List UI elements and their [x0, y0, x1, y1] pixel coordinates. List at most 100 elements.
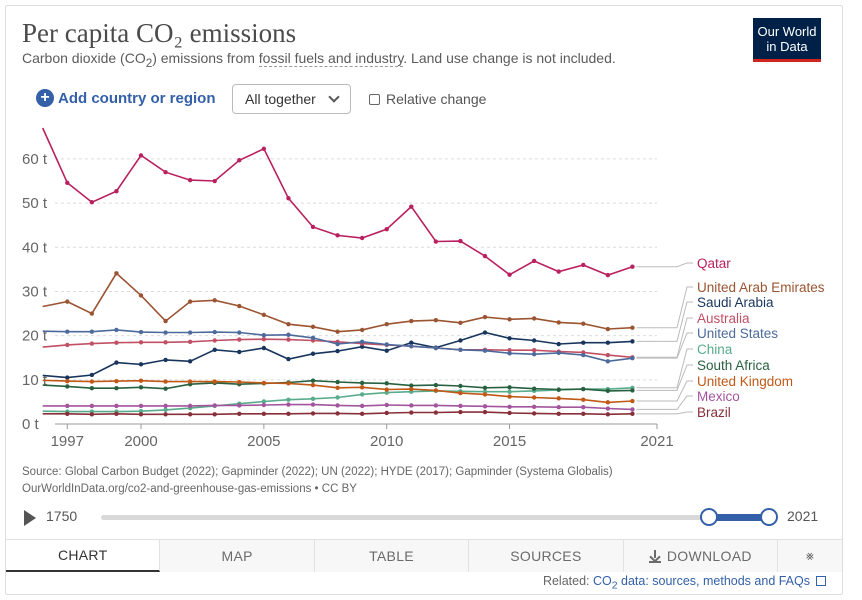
data-point [482, 385, 488, 390]
data-point [630, 407, 635, 412]
owid-logo[interactable]: Our World in Data [753, 18, 821, 62]
data-point [212, 403, 217, 408]
facet-select[interactable]: All together [232, 84, 351, 114]
data-point [310, 351, 316, 356]
source-url[interactable]: OurWorldInData.org/co2-and-greenhouse-ga… [22, 483, 357, 495]
data-point [335, 395, 340, 400]
data-point [114, 271, 119, 276]
series-label: China [697, 342, 733, 357]
data-point [507, 410, 512, 416]
x-tick-label: 2015 [493, 433, 526, 450]
label-connector [636, 348, 693, 389]
tab-chart[interactable]: CHART [6, 540, 161, 572]
data-point [335, 385, 340, 390]
data-point [237, 303, 242, 309]
data-point [310, 335, 316, 341]
data-point [482, 409, 488, 415]
data-point [138, 362, 144, 367]
series-line [41, 127, 633, 276]
data-point [556, 269, 561, 274]
data-point [359, 403, 365, 409]
data-point [335, 411, 340, 416]
data-point [187, 299, 193, 304]
data-point [581, 321, 586, 326]
data-point [605, 359, 611, 364]
relative-change-checkbox[interactable] [369, 93, 380, 105]
data-point [507, 351, 512, 356]
data-point [531, 348, 537, 353]
play-icon[interactable] [24, 510, 36, 526]
data-point [531, 395, 537, 400]
data-point [89, 412, 95, 417]
data-point [89, 386, 95, 391]
add-country-button[interactable]: + Add country or region [36, 89, 216, 107]
data-point [507, 385, 512, 390]
data-point [310, 402, 316, 407]
data-point [163, 330, 168, 335]
data-point [384, 226, 389, 232]
data-point [187, 177, 193, 183]
data-point [433, 403, 439, 408]
label-connector [636, 301, 693, 342]
data-point [89, 341, 95, 346]
data-point [261, 336, 267, 342]
tab-table[interactable]: TABLE [315, 540, 470, 572]
fossil-fuels-link[interactable]: fossil fuels and industry [258, 50, 404, 67]
data-point [65, 342, 70, 348]
data-point [114, 340, 119, 345]
data-point [384, 390, 389, 395]
series-label: South Africa [697, 358, 770, 373]
data-point [65, 411, 70, 417]
data-point [581, 386, 586, 392]
data-point [482, 404, 488, 409]
data-point [556, 341, 561, 347]
tab-sources[interactable]: SOURCES [469, 540, 624, 572]
tab-download[interactable]: DOWNLOAD [624, 540, 779, 572]
related-link-row: Related: CO2 data: sources, methods and … [543, 574, 826, 592]
data-point [163, 340, 168, 345]
label-connector [636, 286, 693, 329]
relative-change-toggle[interactable]: Relative change [369, 91, 486, 107]
data-point [507, 336, 512, 341]
data-point [261, 402, 267, 408]
data-point [605, 340, 611, 345]
data-point [458, 390, 463, 396]
share-button[interactable]: ⨳ [778, 540, 842, 572]
tab-map[interactable]: MAP [160, 540, 315, 572]
data-point [187, 330, 193, 335]
data-point [187, 379, 193, 384]
data-point [114, 378, 119, 384]
data-point [409, 386, 414, 392]
data-point [163, 403, 168, 409]
external-link-icon [816, 576, 826, 586]
data-point [237, 349, 242, 355]
data-point [409, 340, 414, 345]
data-point [89, 200, 95, 205]
data-point [581, 340, 586, 345]
data-point [507, 389, 512, 394]
data-point [531, 411, 537, 416]
data-point [409, 410, 414, 415]
data-point [65, 378, 70, 384]
data-point [482, 348, 488, 353]
data-point [89, 372, 95, 378]
data-point [507, 404, 512, 409]
related-faq-link[interactable]: CO2 data: sources, methods and FAQs [592, 574, 810, 592]
data-point [212, 178, 217, 184]
data-point [531, 316, 537, 321]
data-point [458, 403, 463, 409]
data-point [187, 339, 193, 345]
data-point [163, 169, 168, 175]
timeline-end-handle[interactable] [760, 508, 778, 526]
x-tick-label: 1997 [51, 433, 84, 450]
data-point [65, 329, 70, 334]
data-point [531, 351, 537, 357]
timeline-selected-range [709, 514, 769, 521]
data-point [507, 317, 512, 322]
data-point [187, 412, 193, 417]
data-point [409, 318, 414, 324]
timeline-start-handle[interactable] [700, 508, 718, 526]
data-point [286, 196, 291, 201]
series-label: Mexico [697, 389, 740, 404]
timeline-track[interactable] [101, 515, 771, 520]
